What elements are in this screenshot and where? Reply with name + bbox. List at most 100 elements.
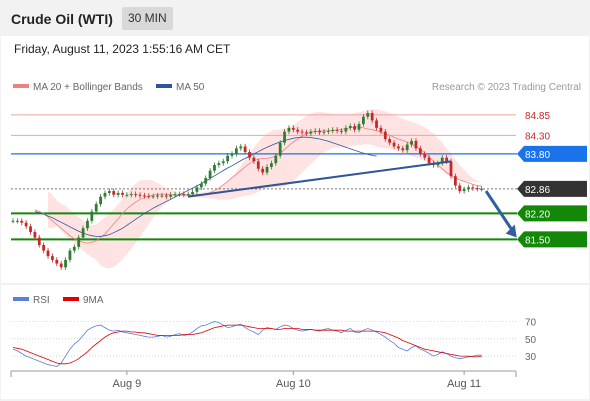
rsi-ma-line: [12, 324, 482, 365]
candle-body: [77, 237, 81, 247]
trendline: [188, 160, 452, 198]
candle-body: [405, 144, 409, 151]
candle-body: [134, 194, 138, 196]
candle-body: [33, 231, 37, 238]
main-plot: 84.85 84.30 83.80 82.86 82.20 81.50: [11, 109, 587, 270]
candle-body: [37, 237, 41, 245]
resistance-level-84-85-label: 84.85: [525, 111, 550, 122]
candle-body: [195, 187, 199, 192]
candle-body: [379, 127, 383, 132]
candle-body: [353, 126, 357, 130]
candle-body: [462, 189, 466, 192]
candle-body: [480, 188, 484, 190]
candle-body: [46, 250, 50, 257]
candle-body: [55, 259, 59, 264]
candle-body: [274, 155, 278, 164]
candle-body: [217, 163, 221, 166]
candle-body: [335, 129, 339, 131]
candle-body: [344, 127, 348, 132]
candle-body: [375, 120, 378, 128]
candle-body: [475, 188, 479, 190]
current-level-82-86-tag: [517, 180, 587, 197]
x-tick-label-Aug-9: Aug 9: [113, 378, 142, 390]
candle-body: [287, 127, 291, 132]
candle-body: [440, 157, 444, 164]
instrument-title: Crude Oil (WTI): [11, 11, 113, 27]
candle-body: [362, 116, 365, 125]
rsi-ma-legend-swatch: [63, 297, 79, 301]
candle-body: [99, 196, 102, 205]
candle-body: [291, 127, 295, 130]
candle-body: [68, 250, 72, 260]
ma50-legend-swatch: [156, 84, 172, 88]
support-level-82-20-label: 82.20: [525, 209, 550, 220]
candle-body: [309, 131, 313, 134]
candle-body: [305, 132, 308, 134]
current-level-82-86-label: 82.86: [525, 185, 550, 196]
candle-body: [357, 124, 361, 130]
candle-body: [370, 113, 374, 121]
candle-body: [230, 153, 234, 156]
candle-body: [388, 139, 392, 143]
bollinger-band: [48, 109, 495, 269]
candle-body: [458, 185, 462, 192]
candle-body: [160, 195, 164, 197]
candle-body: [64, 259, 67, 268]
timeframe-badge[interactable]: 30 MIN: [122, 7, 173, 30]
candle-body: [331, 129, 335, 131]
candle-body: [423, 153, 427, 158]
candle-body: [313, 130, 317, 132]
candle-body: [125, 194, 129, 196]
candle-body: [182, 194, 186, 196]
x-tick-label-Aug-11: Aug 11: [447, 378, 481, 390]
candle-body: [348, 126, 352, 128]
candle-body: [112, 191, 116, 195]
support-level-81-50-tag: [517, 231, 587, 248]
candle-body: [138, 194, 142, 196]
rsi-tick-label-70: 70: [525, 318, 537, 329]
candle-body: [11, 220, 15, 222]
candle-body: [213, 165, 216, 171]
rsi-tick-label-50: 50: [525, 335, 537, 346]
rsi-tick-label-30: 30: [525, 352, 537, 363]
candle-body: [90, 211, 94, 221]
candle-body: [226, 155, 230, 162]
candle-body: [221, 161, 225, 164]
candle-body: [261, 168, 265, 173]
candle-body: [270, 163, 273, 167]
candle-body: [256, 161, 260, 169]
candle-body: [252, 157, 256, 162]
support-level-81-50-label: 81.50: [525, 235, 550, 246]
bollinger-legend-label: MA 20 + Bollinger Bands: [33, 82, 143, 93]
candle-body: [283, 131, 286, 143]
candle-body: [116, 192, 120, 195]
candle-body: [243, 146, 247, 153]
rsi-line: [12, 321, 482, 367]
candle-body: [208, 170, 212, 179]
candle-body: [51, 256, 54, 260]
candle-body: [173, 194, 177, 196]
rsi-ma-legend-label: 9MA: [83, 295, 104, 306]
rsi-legend-label: RSI: [33, 295, 50, 306]
candle-body: [186, 194, 190, 196]
candle-body: [72, 246, 76, 251]
candle-body: [178, 194, 181, 196]
candle-body: [453, 176, 457, 186]
resistance-level-84-30-label: 84.30: [525, 131, 550, 142]
candle-body: [151, 196, 155, 198]
ma50-legend-label: MA 50: [176, 82, 205, 93]
candle-body: [239, 146, 243, 149]
candle-body: [340, 130, 343, 132]
candle-body: [296, 129, 300, 132]
candle-body: [326, 130, 330, 132]
candle-body: [156, 195, 159, 197]
candle-body: [278, 142, 282, 156]
candle-body: [410, 140, 413, 145]
candle-body: [322, 131, 326, 133]
rsi-legend-swatch: [13, 297, 29, 301]
candle-body: [147, 195, 151, 197]
candle-body: [199, 183, 203, 188]
rsi-plot: 70 50 30: [11, 318, 537, 367]
candle-body: [445, 157, 449, 162]
